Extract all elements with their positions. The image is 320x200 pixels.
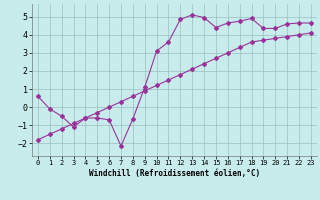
X-axis label: Windchill (Refroidissement éolien,°C): Windchill (Refroidissement éolien,°C): [89, 169, 260, 178]
